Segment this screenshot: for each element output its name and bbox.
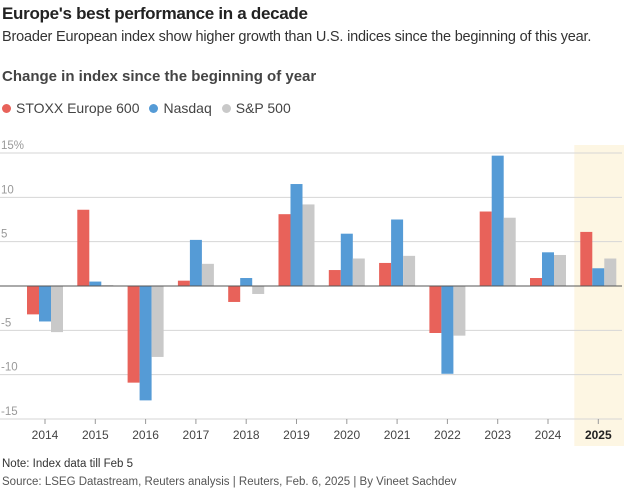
y-tick-label: -10: [1, 362, 18, 374]
bar-s-p-500-2023: [503, 217, 516, 286]
bar-stoxx-europe-600-2014: [27, 286, 39, 315]
y-tick-label: 10: [1, 184, 14, 196]
bar-nasdaq-2021: [391, 219, 404, 286]
x-tick-label: 2017: [183, 428, 210, 442]
bar-stoxx-europe-600-2018: [228, 286, 241, 302]
bar-stoxx-europe-600-2022: [429, 286, 442, 333]
x-tick-label: 2015: [82, 428, 109, 442]
x-tick-label: 2024: [535, 428, 562, 442]
x-tick-label: 2021: [384, 428, 411, 442]
bar-nasdaq-2016: [139, 286, 152, 401]
source-line: Source: LSEG Datastream, Reuters analysi…: [2, 476, 457, 488]
chart-subtitle: Broader European index show higher growt…: [2, 29, 592, 45]
legend-item-nasdaq: Nasdaq: [149, 100, 212, 116]
bar-nasdaq-2023: [491, 155, 504, 286]
bar-s-p-500-2025: [604, 258, 617, 286]
bar-nasdaq-2025: [592, 268, 605, 286]
legend-swatch: [149, 103, 159, 113]
bar-stoxx-europe-600-2017: [177, 280, 190, 286]
x-tick-label: 2014: [32, 428, 59, 442]
bar-stoxx-europe-600-2016: [127, 286, 140, 383]
legend-label: Nasdaq: [163, 100, 212, 116]
x-tick-label: 2018: [233, 428, 260, 442]
x-tick-label: 2025: [585, 428, 612, 442]
bar-nasdaq-2022: [441, 286, 454, 374]
y-tick-label: 5: [1, 229, 7, 241]
bar-s-p-500-2018: [252, 286, 265, 294]
x-tick-label: 2019: [283, 428, 310, 442]
chart-heading: Change in index since the beginning of y…: [2, 68, 317, 85]
x-tick-label: 2022: [434, 428, 461, 442]
bar-s-p-500-2022: [453, 286, 466, 336]
bar-nasdaq-2017: [189, 239, 202, 286]
legend-swatch: [2, 103, 11, 113]
bar-nasdaq-2015: [89, 281, 102, 286]
bar-stoxx-europe-600-2015: [77, 209, 90, 286]
bar-s-p-500-2020: [352, 258, 365, 286]
bar-s-p-500-2024: [554, 254, 566, 286]
bar-stoxx-europe-600-2019: [278, 214, 291, 286]
legend: STOXX Europe 600 Nasdaq S&P 500: [2, 100, 291, 116]
highlight-band: [574, 145, 624, 446]
bar-stoxx-europe-600-2021: [379, 262, 392, 286]
x-tick-label: 2020: [333, 428, 360, 442]
bar-s-p-500-2019: [302, 204, 315, 286]
y-tick-label: -5: [1, 317, 11, 329]
bar-s-p-500-2016: [151, 286, 164, 357]
bar-nasdaq-2020: [340, 233, 353, 286]
legend-item-stoxx: STOXX Europe 600: [2, 100, 139, 116]
bar-nasdaq-2019: [290, 184, 303, 286]
bar-s-p-500-2014: [51, 286, 63, 333]
bar-s-p-500-2021: [403, 255, 416, 286]
legend-label: STOXX Europe 600: [16, 100, 140, 116]
x-tick-label: 2016: [132, 428, 159, 442]
legend-label: S&P 500: [235, 100, 291, 116]
bar-stoxx-europe-600-2025: [580, 231, 593, 286]
bar-s-p-500-2017: [201, 263, 214, 286]
bar-nasdaq-2024: [542, 252, 554, 286]
bar-nasdaq-2018: [240, 278, 253, 286]
footnote: Note: Index data till Feb 5: [2, 458, 134, 470]
chart-title: Europe's best performance in a decade: [2, 4, 308, 23]
x-tick-label: 2023: [484, 428, 511, 442]
y-tick-label: 15%: [1, 140, 24, 152]
bar-nasdaq-2014: [39, 286, 51, 322]
legend-item-sp500: S&P 500: [221, 100, 291, 116]
y-tick-label: -15: [1, 406, 18, 418]
bar-stoxx-europe-600-2024: [530, 278, 542, 286]
bar-stoxx-europe-600-2020: [328, 270, 341, 286]
legend-swatch: [221, 103, 231, 113]
bar-stoxx-europe-600-2023: [479, 211, 492, 286]
